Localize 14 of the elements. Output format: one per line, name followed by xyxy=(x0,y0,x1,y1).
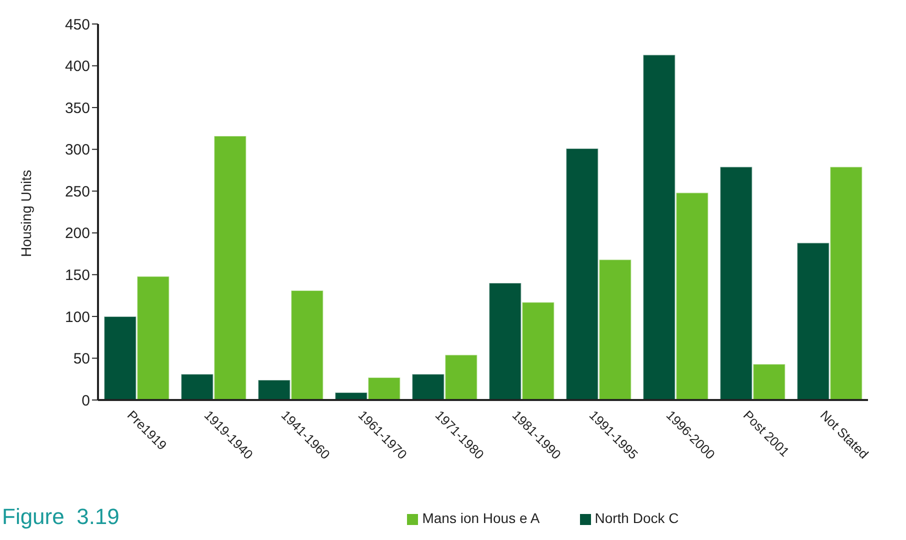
y-tick-label: 0 xyxy=(82,392,90,410)
y-tick-label: 300 xyxy=(64,142,90,159)
y-tick-label: 100 xyxy=(64,308,90,326)
y-tick-label: 450 xyxy=(64,16,90,34)
y-tick-label: 400 xyxy=(64,58,90,76)
y-tick-label: 50 xyxy=(73,350,90,368)
y-axis-title: Housing Units xyxy=(18,170,34,257)
y-tick-label: 150 xyxy=(64,266,90,284)
y-tick-label: 250 xyxy=(64,183,90,200)
legend-label: North Dock C xyxy=(594,510,679,526)
y-tick-label: 200 xyxy=(64,225,90,242)
caption: Figure 3.19 xyxy=(2,504,120,530)
y-tick-label: 350 xyxy=(64,100,90,117)
legend-label: Mans ion Hous e A xyxy=(422,510,540,526)
